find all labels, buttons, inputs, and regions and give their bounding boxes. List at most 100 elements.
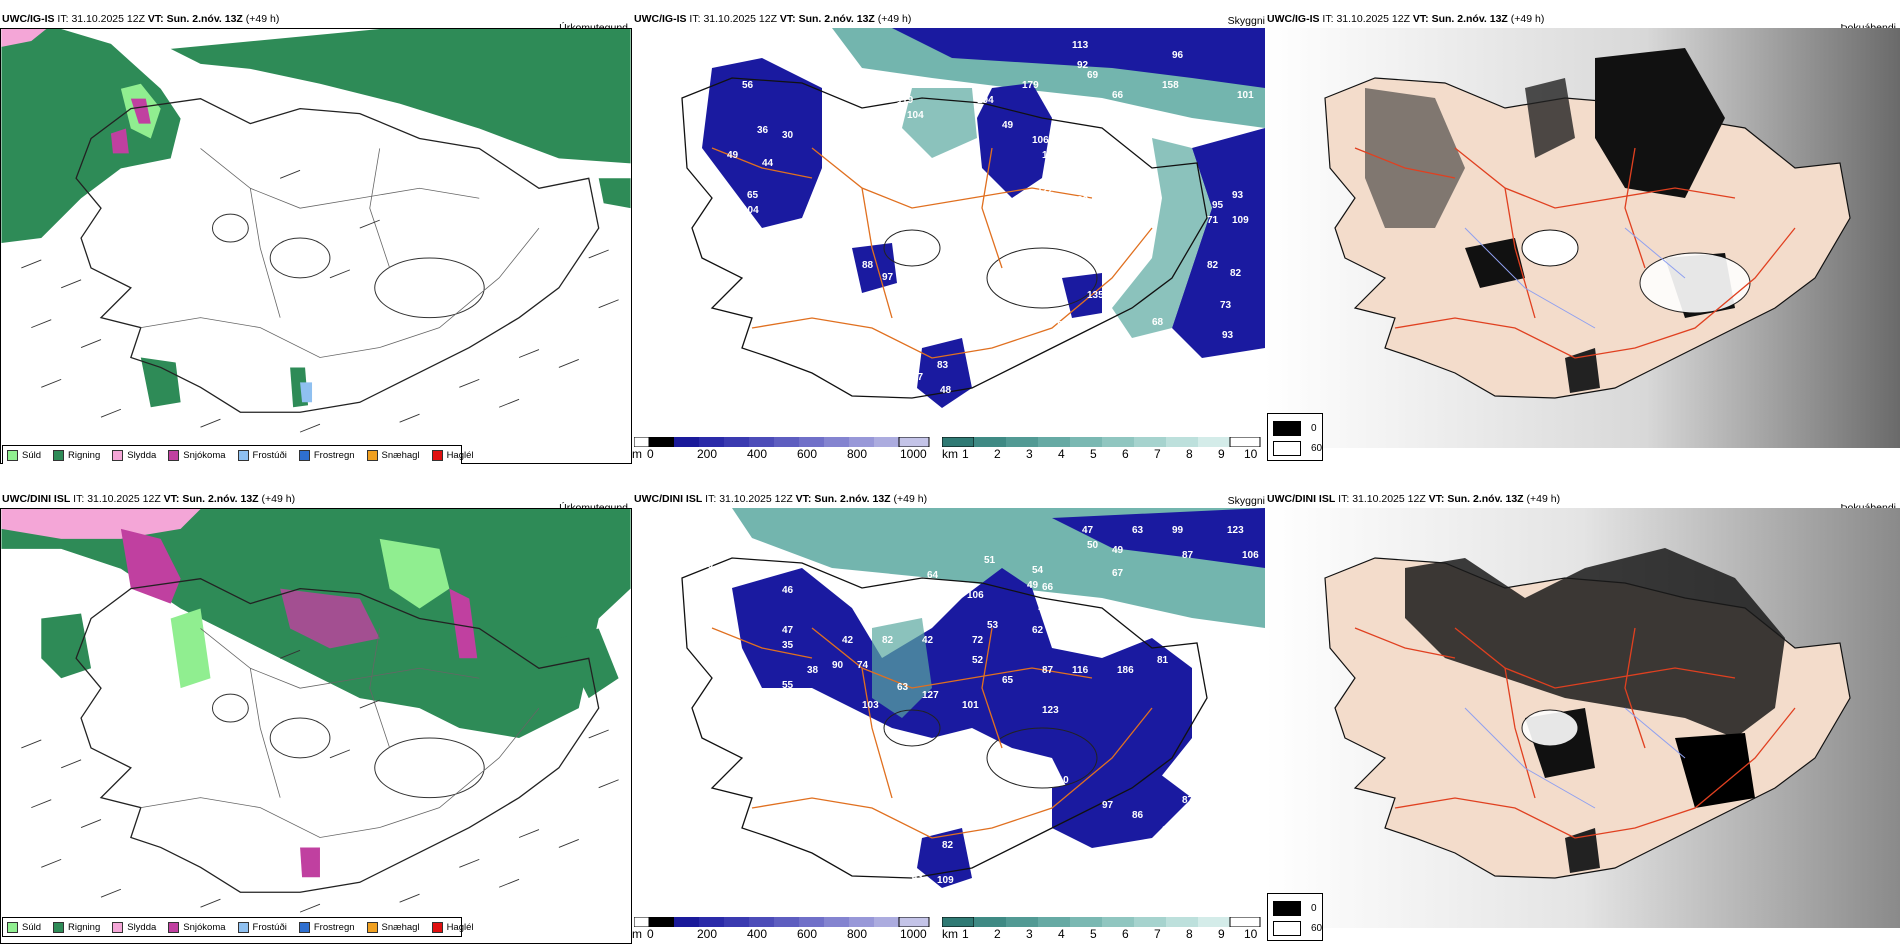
svg-text:49: 49 <box>727 150 739 161</box>
svg-text:93: 93 <box>1222 330 1234 341</box>
cloud-base-tick: 0 <box>647 927 654 941</box>
visibility-tick: 6 <box>1122 927 1129 941</box>
svg-text:49: 49 <box>1112 545 1124 556</box>
svg-text:47: 47 <box>1082 525 1094 536</box>
svg-text:106: 106 <box>1032 135 1049 146</box>
visibility-tick: 2 <box>994 927 1001 941</box>
svg-text:69: 69 <box>1087 70 1099 81</box>
visibility-scale-bar <box>942 437 1261 447</box>
legend-item-sleet: Slydda <box>112 449 156 461</box>
legend-item-snow: Snjókoma <box>168 921 226 933</box>
cloud-base-tick: 600 <box>797 447 818 461</box>
cloud-base-tick: 1000 <box>900 447 927 461</box>
svg-text:77: 77 <box>912 372 924 383</box>
precip-type-panel-bottom: UWC/DINI ISL IT: 31.10.2025 12Z VT: Sun.… <box>0 492 632 944</box>
svg-text:71: 71 <box>1207 215 1219 226</box>
legend-item-freezing-drizzle: Frostúði <box>237 449 287 461</box>
visibility-tick: 1 <box>962 927 969 941</box>
panel-header: UWC/DINI ISL IT: 31.10.2025 12Z VT: Sun.… <box>2 493 296 505</box>
cloud-base-unit: m <box>632 447 642 461</box>
svg-text:63: 63 <box>1132 525 1144 536</box>
cloud-base-labels-bottom: 47 63 99 123 50 49 87 106 51 54 67 64 49… <box>702 525 1259 886</box>
legend-item-rain: Rigning <box>53 449 100 461</box>
fog-legend-item-min: 0 <box>1273 421 1317 436</box>
svg-text:186: 186 <box>1117 665 1134 676</box>
svg-text:86: 86 <box>1132 810 1144 821</box>
svg-text:106: 106 <box>967 590 984 601</box>
visibility-tick: 10 <box>1244 447 1258 461</box>
visibility-tick: 3 <box>1026 927 1033 941</box>
svg-text:113: 113 <box>1072 40 1089 51</box>
svg-text:64: 64 <box>927 570 939 581</box>
svg-text:68: 68 <box>1152 317 1164 328</box>
svg-text:74: 74 <box>857 660 869 671</box>
svg-text:87: 87 <box>1042 665 1054 676</box>
legend-item-hail: Haglél <box>431 449 474 461</box>
fog-index-panel-top: UWC/IG-IS IT: 31.10.2025 12Z VT: Sun. 2.… <box>1265 12 1900 464</box>
svg-text:89: 89 <box>1057 320 1069 331</box>
precip-type-map <box>0 28 632 464</box>
svg-text:35: 35 <box>782 640 794 651</box>
svg-text:42: 42 <box>842 635 854 646</box>
svg-text:67: 67 <box>1112 568 1124 579</box>
svg-text:104: 104 <box>977 95 994 106</box>
visibility-tick: 7 <box>1154 447 1161 461</box>
precip-legend: Súld Rigning Slydda Snjókoma Frostúði Fr… <box>2 445 474 464</box>
svg-text:25: 25 <box>1117 185 1129 196</box>
svg-text:51: 51 <box>887 125 899 136</box>
legend-item-snow-pellets: Snæhagl <box>366 449 420 461</box>
panel-header: UWC/IG-IS IT: 31.10.2025 12Z VT: Sun. 2.… <box>634 13 912 25</box>
svg-text:122: 122 <box>1037 185 1054 196</box>
panel-title: Skyggni <box>1227 495 1265 507</box>
fog-index-map <box>1265 508 1900 928</box>
visibility-unit: km <box>942 447 958 461</box>
visibility-tick: 9 <box>1218 927 1225 941</box>
svg-text:87: 87 <box>1182 795 1194 806</box>
visibility-tick: 5 <box>1090 927 1097 941</box>
svg-text:82: 82 <box>1230 268 1242 279</box>
svg-text:44: 44 <box>892 608 904 619</box>
svg-text:65: 65 <box>1102 630 1114 641</box>
svg-text:63: 63 <box>1052 640 1064 651</box>
svg-text:83: 83 <box>937 360 949 371</box>
legend-item-sleet: Slydda <box>112 921 156 933</box>
fog-legend-item-max: 60 <box>1273 441 1322 456</box>
visibility-tick: 8 <box>1186 447 1193 461</box>
fog-index-panel-bottom: UWC/DINI ISL IT: 31.10.2025 12Z VT: Sun.… <box>1265 492 1900 944</box>
visibility-map: 47 63 99 123 50 49 87 106 51 54 67 64 49… <box>632 508 1265 928</box>
svg-text:109: 109 <box>1232 215 1249 226</box>
cloud-base-tick: 800 <box>847 447 868 461</box>
cloud-base-unit: m <box>632 927 642 941</box>
svg-text:66: 66 <box>1112 90 1124 101</box>
panel-header: UWC/IG-IS IT: 31.10.2025 12Z VT: Sun. 2.… <box>1267 13 1545 25</box>
legend-item-freezing-rain: Frostregn <box>298 921 355 933</box>
svg-text:72: 72 <box>882 590 894 601</box>
svg-text:99: 99 <box>1172 525 1184 536</box>
svg-text:30: 30 <box>782 130 794 141</box>
svg-text:90: 90 <box>702 560 714 571</box>
legend-item-drizzle: Súld <box>7 921 41 933</box>
panel-header: UWC/DINI ISL IT: 31.10.2025 12Z VT: Sun.… <box>634 493 928 505</box>
fog-legend-item-max: 60 <box>1273 921 1322 936</box>
svg-text:56: 56 <box>742 80 754 91</box>
svg-text:68: 68 <box>1092 155 1104 166</box>
panel-header: UWC/IG-IS IT: 31.10.2025 12Z VT: Sun. 2.… <box>2 13 280 25</box>
svg-text:179: 179 <box>1022 80 1039 91</box>
svg-text:109: 109 <box>937 875 954 886</box>
legend-item-snow: Snjókoma <box>168 449 226 461</box>
fog-index-map <box>1265 28 1900 448</box>
svg-text:101: 101 <box>962 700 979 711</box>
svg-text:47: 47 <box>782 625 794 636</box>
svg-text:55: 55 <box>782 680 794 691</box>
precip-legend: Súld Rigning Slydda Snjókoma Frostúði Fr… <box>2 917 474 937</box>
svg-text:66: 66 <box>1042 582 1054 593</box>
visibility-tick: 4 <box>1058 927 1065 941</box>
legend-item-freezing-rain: Frostregn <box>298 449 355 461</box>
svg-text:49: 49 <box>1027 580 1039 591</box>
legend-item-hail: Haglél <box>431 921 474 933</box>
cloud-base-labels-top: 113 96 92 69 66 158 101 56 119 104 51 10… <box>727 40 1254 396</box>
panel-header: UWC/DINI ISL IT: 31.10.2025 12Z VT: Sun.… <box>1267 493 1561 505</box>
fog-legend-item-min: 0 <box>1273 901 1317 916</box>
svg-text:103: 103 <box>862 700 879 711</box>
svg-text:82: 82 <box>882 635 894 646</box>
